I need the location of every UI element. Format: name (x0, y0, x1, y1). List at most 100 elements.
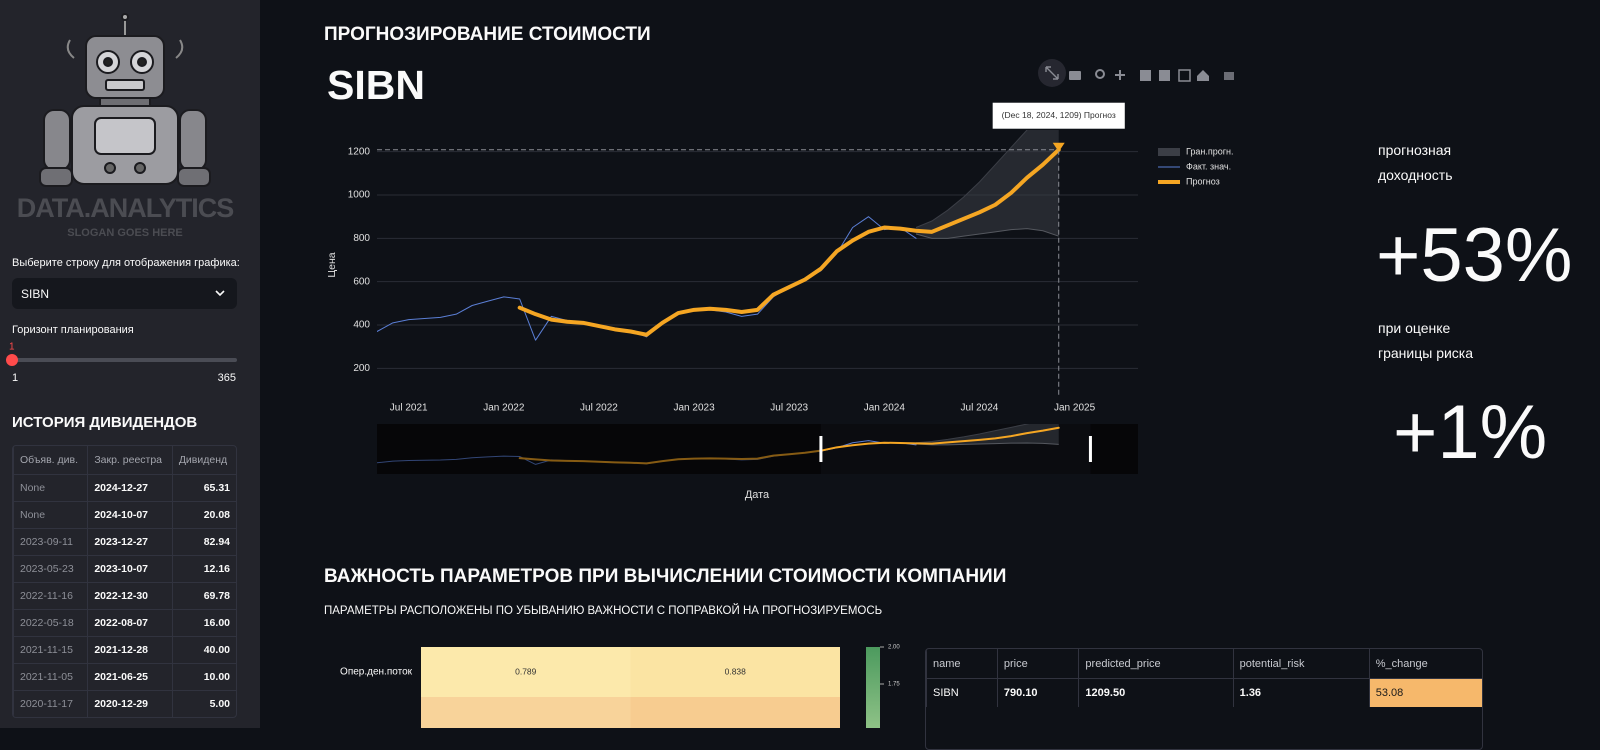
column-header: Дивиденд (171, 446, 236, 475)
table-head: Объяв. див. Закр. реестра Дивиденд (13, 446, 236, 475)
table-row: 2023-09-11 2023-12-27 82.94 (13, 528, 236, 556)
table-cell: 12.16 (171, 555, 236, 583)
column-header: predicted_price (1078, 649, 1234, 679)
autoscale-icon[interactable] (1178, 69, 1191, 82)
pan-icon[interactable] (1115, 70, 1125, 80)
table-row: 2022-05-18 2022-08-07 16.00 (13, 609, 236, 637)
y-tick-label: 400 (353, 320, 370, 331)
table-cell: 2022-05-18 (13, 609, 88, 637)
select-value: SIBN (21, 287, 50, 301)
column-header: %_change (1368, 649, 1482, 679)
x-tick-label: Jul 2024 (961, 403, 999, 414)
y-tick-label: 600 (353, 276, 370, 287)
metric-value: +53% (1376, 213, 1573, 298)
range-mask (1090, 424, 1138, 474)
heatmap-cell (630, 697, 840, 728)
band-upper (916, 424, 1030, 444)
ticker: SIBN (327, 62, 425, 108)
plotly-logo[interactable] (1224, 72, 1234, 80)
legend-label: Гран.прогн. (1186, 146, 1234, 156)
x-tick-label: Jan 2025 (1054, 403, 1096, 414)
heatmap-cell-label: 0.838 (725, 666, 747, 676)
column-header: Объяв. див. (13, 446, 88, 475)
table-cell: 40.00 (171, 636, 236, 664)
x-axis-label: Дата (745, 489, 770, 501)
section-subtitle: ПАРАМЕТРЫ РАСПОЛОЖЕНЫ ПО УБЫВАНИЮ ВАЖНОС… (324, 605, 883, 617)
dividends-table-wrap: Объяв. див. Закр. реестра Дивиденд None 2024… (12, 445, 237, 718)
page-title: ПРОГНОЗИРОВАНИЕ СТОИМОСТИ (324, 24, 651, 45)
slider-graphic: 1 1 365 (6, 342, 237, 384)
table-cell: 2022-11-16 (13, 582, 88, 610)
select-label: Выберите строку для отображения графика: (12, 257, 240, 269)
legend-label: Факт. знач. (1186, 161, 1231, 171)
results-table-wrap: name price predicted_price potential_risk %_… (925, 648, 1483, 750)
range-mask (377, 424, 821, 474)
slider-thumb (6, 354, 18, 366)
table-cell: 1209.50 (1078, 678, 1234, 707)
select-box[interactable]: SIBN (12, 278, 237, 309)
table-cell: 10.00 (171, 663, 236, 691)
range-handle (819, 436, 823, 462)
column-header: potential_risk (1232, 649, 1370, 679)
charts: 200 400 600 800 1000 1200 Jul 2021 Jan 2022 Jul … (326, 59, 1234, 728)
expand-icon[interactable] (1045, 66, 1059, 80)
colorbar (866, 647, 880, 728)
tooltip: (Dec 18, 2024, 1209) Прогноз (992, 102, 1125, 129)
table-cell: 2021-06-25 (87, 663, 173, 691)
plot-area (377, 130, 1061, 341)
table-cell: 2022-12-30 (87, 582, 173, 610)
table-cell: SIBN (926, 678, 998, 707)
dividends-table: Объяв. див. Закр. реестра Дивиденд None 2024… (13, 446, 236, 717)
hover-marker (1052, 142, 1065, 152)
logo-slogan: SLOGAN GOES HERE (67, 227, 183, 239)
tooltip-box (992, 102, 1125, 129)
zoom-out-icon[interactable] (1159, 70, 1170, 81)
range-slider-plot (377, 424, 1060, 465)
home-icon[interactable] (1197, 70, 1209, 81)
sidebar: DATA.ANALYTICS SLOGAN GOES HERE Выберите… (0, 0, 260, 728)
mini-line (518, 426, 1060, 465)
column-header: Закр. реестра (87, 446, 173, 475)
slider[interactable]: 1 1 365 (0, 340, 260, 390)
table-body: SIBN 790.10 1209.50 1.36 53.08 (926, 678, 1482, 707)
table-cell: 53.08 (1368, 678, 1482, 707)
band-fill (916, 130, 1059, 239)
table-cell: None (13, 474, 88, 502)
table-cell: 1.36 (1232, 678, 1370, 707)
table-row: 2021-11-15 2021-12-28 40.00 (13, 636, 236, 664)
slider-label: Горизонт планирования (12, 324, 134, 336)
table-row: SIBN 790.10 1209.50 1.36 53.08 (926, 678, 1482, 707)
slider-track (12, 358, 237, 362)
slider-min: 1 (12, 372, 18, 384)
colorbar-tick-label: 2.00 (888, 645, 900, 651)
table-cell: 82.94 (171, 528, 236, 556)
table-cell: 2020-11-17 (13, 690, 88, 717)
header-row: name price predicted_price potential_risk %_… (926, 649, 1482, 679)
band-lower (916, 442, 1059, 446)
y-tick-label: 1000 (348, 190, 371, 201)
metric-label: прогнозная доходность (1378, 142, 1453, 183)
zoom-icon[interactable] (1095, 69, 1105, 79)
logo: DATA.ANALYTICS SLOGAN GOES HERE (17, 13, 234, 239)
heatmap-cell (421, 647, 631, 697)
table-row: 2021-11-05 2021-06-25 10.00 (13, 663, 236, 691)
results-table: name price predicted_price potential_risk %_… (926, 649, 1482, 707)
table-cell: 2024-12-27 (87, 474, 173, 502)
camera-icon[interactable] (1069, 71, 1081, 80)
heatmap-cell (421, 697, 631, 728)
zoom-in-icon[interactable] (1140, 70, 1151, 81)
table-row: 2022-11-16 2022-12-30 69.78 (13, 582, 236, 610)
x-tick-label: Jul 2022 (580, 403, 618, 414)
column-header: price (996, 649, 1079, 679)
table-cell: 2024-10-07 (87, 501, 173, 529)
table-cell: 20.08 (171, 501, 236, 529)
table-cell: 790.10 (996, 678, 1079, 707)
table-cell: None (13, 501, 88, 529)
heatmap-cell-label: 0.789 (515, 666, 537, 676)
column-header: name (926, 649, 998, 679)
table-cell: 2021-12-28 (87, 636, 173, 664)
table-cell: 2022-08-07 (87, 609, 173, 637)
legend-label: Прогноз (1186, 176, 1220, 186)
